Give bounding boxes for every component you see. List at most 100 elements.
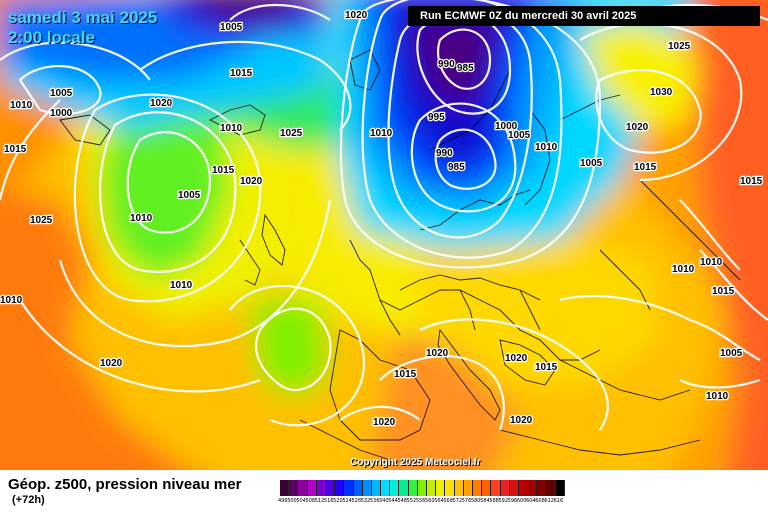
isobar-label: 995 [428, 112, 445, 123]
weather-map: 1005 1020 1015 1005 1010 1000 1015 1020 1010 1025… [0, 0, 768, 470]
color-scale-cell: 604 [526, 480, 538, 504]
color-scale-label: 588 [489, 498, 499, 504]
isobar-label: 1005 [508, 130, 531, 141]
color-scale-label: 560 [425, 498, 435, 504]
model-run-label: Run ECMWF 0Z du mercredi 30 avril 2025 [408, 6, 760, 26]
color-scale-cell: 580 [471, 480, 483, 504]
isobar-label: 1020 [426, 348, 449, 359]
isobar-label: 1015 [712, 286, 735, 297]
isobar-label: 1020 [505, 353, 528, 364]
isobar-label: 1015 [535, 362, 558, 373]
color-scale-label: 576 [461, 498, 472, 504]
color-scale-cell: 552 [407, 480, 418, 504]
color-scale-label: 616 [553, 498, 564, 504]
isobar-label: 1005 [178, 190, 201, 201]
color-scale-label: 536 [369, 498, 380, 504]
color-scale-label: 496 [278, 498, 288, 504]
color-scale-cell: 600 [517, 480, 529, 504]
isobar-label: 1005 [220, 22, 243, 33]
isobar-labels: 1005 1020 1015 1005 1010 1000 1015 1020 1010 1025… [0, 9, 764, 430]
color-scale-label: 520 [333, 498, 343, 504]
color-scale-label: 612 [544, 498, 554, 504]
color-scale-cell: 512 [315, 480, 326, 504]
copyright-text: Copyright 2025 Meteociel.fr [350, 457, 481, 468]
isobar-label: 1010 [370, 128, 393, 139]
color-scale-cell: 544 [388, 480, 400, 504]
isobar-label: 1025 [668, 41, 691, 52]
color-scale-label: 592 [498, 498, 509, 504]
color-scale-label: 600 [516, 498, 527, 504]
isobar-label: 1015 [212, 165, 235, 176]
color-scale-cell: 608 [535, 480, 547, 504]
isobar-label: 1020 [510, 415, 533, 426]
color-scale-label: 572 [452, 498, 463, 504]
color-scale-label: 548 [397, 498, 407, 504]
isobar-label: 1010 [10, 100, 33, 111]
isobar-label: 1000 [495, 121, 518, 132]
legend-bar: Géop. z500, pression niveau mer (+72h) 4… [0, 470, 768, 512]
color-scale-cell: 524 [342, 480, 354, 504]
isobar-label: 1020 [373, 417, 396, 428]
color-scale-cell: 520 [333, 480, 345, 504]
color-scale-label: 604 [526, 498, 536, 504]
color-scale-label: 524 [342, 498, 352, 504]
color-scale-cell: 584 [480, 480, 492, 504]
coastlines [59, 49, 741, 461]
isobar-label: 1000 [50, 108, 73, 119]
isobar-label: 985 [448, 162, 465, 173]
color-scale-cell: 592 [499, 480, 510, 504]
color-scale-cell: 496 [278, 480, 290, 504]
isobar-label: 1010 [220, 123, 243, 134]
isobar-label: 1015 [4, 144, 27, 155]
isobar-label: 1005 [720, 348, 743, 359]
color-scale-cell: 568 [443, 480, 455, 504]
color-scale-cell: 612 [544, 480, 556, 504]
color-scale-label: 596 [507, 498, 518, 504]
isobar-label: 1025 [280, 128, 303, 139]
color-scale-label: 568 [443, 498, 453, 504]
isobar-label: 1025 [30, 215, 53, 226]
color-scale-label: 540 [379, 498, 389, 504]
color-scale-cell: 540 [379, 480, 391, 504]
color-scale-cell: 532 [361, 480, 372, 504]
color-scale-cell: 516 [324, 480, 336, 504]
color-scale-label: 528 [351, 498, 362, 504]
isobar-label: 1020 [345, 10, 368, 21]
color-scale-label: 504 [296, 498, 306, 504]
valid-time-header: samedi 3 mai 2025 2:00 locale [8, 8, 157, 48]
isobar-label: 1015 [634, 162, 657, 173]
color-scale-label: 552 [406, 498, 417, 504]
color-scale-label: 608 [535, 498, 545, 504]
color-scale-cell: 528 [352, 480, 363, 504]
isobar-label: 1005 [50, 88, 73, 99]
color-scale-label: 564 [434, 498, 444, 504]
valid-date: samedi 3 mai 2025 [8, 8, 158, 27]
isobar-label: 1020 [626, 122, 649, 133]
color-scale-label: 544 [388, 498, 398, 504]
isobar-label: 1020 [100, 358, 123, 369]
color-scale-cell: 508 [306, 480, 317, 504]
isobar-label: 1015 [740, 176, 763, 187]
color-scale-cell: 572 [453, 480, 464, 504]
isobar-label: 1010 [672, 264, 695, 275]
isobar-label: 1015 [394, 369, 417, 380]
color-scale-cell: 560 [425, 480, 437, 504]
color-scale-label: 584 [480, 498, 490, 504]
isobar-label: 1005 [580, 158, 603, 169]
color-scale-cell: 576 [462, 480, 473, 504]
isobar-label: 990 [438, 59, 455, 70]
map-title: Géop. z500, pression niveau mer [8, 476, 242, 493]
color-scale-label: 508 [305, 498, 316, 504]
color-scale-label: 580 [470, 498, 481, 504]
isobar-label: 1010 [700, 257, 723, 268]
color-scale-cell: 504 [296, 480, 308, 504]
isobar-label: 1030 [650, 87, 673, 98]
color-scale-label: 516 [323, 498, 334, 504]
color-scale: 496 500 504 508 512 516 520 524 528 532 536 540 544 5… [278, 480, 565, 504]
color-scale-cell: 556 [416, 480, 427, 504]
isobar-label: 1015 [230, 68, 253, 79]
color-scale-label: 500 [287, 498, 297, 504]
valid-time: 2:00 locale [8, 28, 95, 47]
isobar-label: 985 [457, 63, 474, 74]
isobar-label: 1020 [150, 98, 173, 109]
